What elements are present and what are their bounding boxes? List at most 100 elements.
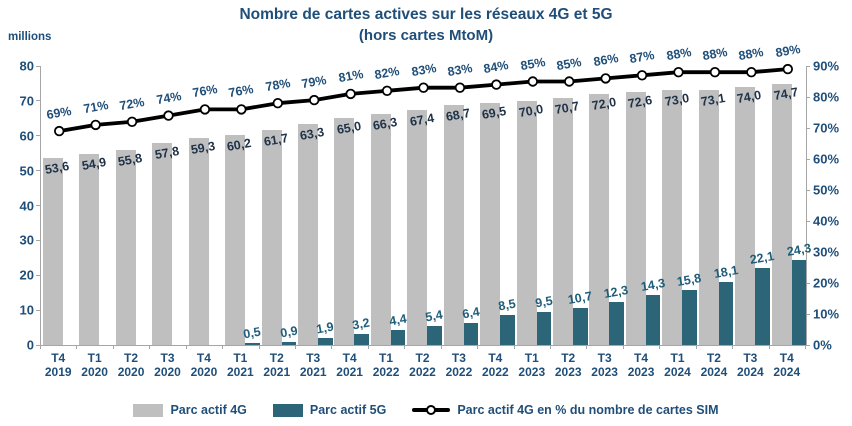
y-axis-tick-left	[36, 170, 40, 172]
bar-4g	[298, 124, 318, 345]
y-axis-tick-right	[806, 127, 810, 129]
x-axis-tick	[513, 345, 515, 349]
bar-5g	[427, 326, 442, 345]
bar-4g	[43, 158, 63, 345]
bar-5g	[609, 302, 624, 345]
y-axis-label-left: 50	[19, 163, 34, 179]
x-axis-tick	[477, 345, 479, 349]
y-axis-label-right: 60%	[813, 151, 840, 167]
legend-line-marker-icon	[412, 404, 451, 416]
bar-4g	[407, 109, 428, 345]
x-axis-tick	[185, 345, 187, 349]
line-marker	[600, 73, 611, 84]
line-marker	[381, 85, 393, 97]
legend-label-4g: Parc actif 4G	[170, 403, 247, 417]
bar-4g	[188, 138, 209, 345]
x-axis-label: T4 2022	[482, 351, 509, 379]
line-marker	[527, 76, 538, 87]
bar-5g	[645, 295, 661, 345]
y-axis-label-left: 20	[19, 267, 34, 283]
chart-subtitle: (hors cartes MtoM)	[358, 27, 494, 44]
y-axis-tick-right	[806, 344, 810, 346]
y-axis-label-right: 70%	[813, 120, 840, 136]
bar-4g	[261, 129, 282, 345]
line-marker	[491, 79, 502, 90]
x-axis-tick	[805, 345, 806, 349]
x-axis-tick	[732, 345, 734, 349]
bar-4g	[79, 153, 100, 345]
bar-4g	[480, 102, 501, 345]
y-axis-tick-left	[36, 309, 40, 311]
line-marker	[418, 82, 429, 93]
x-axis-tick	[768, 345, 770, 349]
y-axis-label-right: 40%	[813, 213, 840, 229]
bar-5g	[573, 307, 588, 345]
y-axis-label-right: 30%	[813, 244, 840, 260]
legend-item-line: Parc actif 4G en % du nombre de cartes S…	[412, 403, 719, 417]
bar-4g	[553, 98, 573, 345]
line-marker	[90, 119, 101, 131]
y-axis-unit-label: millions	[8, 31, 52, 43]
bar-5g	[682, 289, 697, 345]
x-axis-label: T4 2019	[44, 351, 72, 379]
line-marker	[309, 94, 320, 106]
line-marker	[709, 66, 721, 78]
y-axis-label-left: 0	[26, 337, 34, 353]
y-axis-tick-right	[806, 65, 810, 67]
x-axis-tick	[440, 345, 442, 349]
x-axis-label: T2 2023	[554, 351, 582, 379]
x-axis-label: T2 2024	[700, 351, 728, 379]
y-axis-label-left: 80	[19, 58, 34, 74]
bar-4g	[589, 93, 610, 345]
x-axis-label: T4 2024	[773, 351, 801, 379]
x-axis-label: T1 2023	[518, 351, 546, 379]
line-marker	[636, 70, 648, 81]
line-marker	[272, 98, 283, 109]
legend: Parc actif 4G Parc actif 5G Parc actif 4…	[0, 399, 852, 421]
y-axis-tick-right	[806, 251, 810, 253]
x-axis-tick	[659, 345, 661, 349]
trend-line-4g-percent	[54, 63, 793, 137]
y-axis-tick-left	[36, 274, 40, 276]
legend-swatch-4g	[133, 403, 164, 417]
x-axis-tick	[295, 345, 296, 349]
y-axis-label-left: 60	[19, 128, 34, 144]
line-marker	[746, 66, 757, 78]
line-marker	[54, 125, 65, 137]
y-axis-label-right: 10%	[813, 306, 840, 322]
bar-4g	[370, 113, 391, 345]
bar-5g	[318, 338, 333, 345]
x-axis-tick	[622, 345, 624, 349]
bar-5g	[354, 333, 369, 345]
x-axis-label: T4 2020	[190, 351, 218, 379]
y-axis-tick-right	[806, 220, 810, 222]
y-axis-tick-left	[36, 100, 40, 102]
x-axis-label: T3 2023	[591, 351, 618, 379]
x-axis-label: T2 2020	[117, 351, 145, 379]
x-axis-tick	[404, 345, 406, 349]
line-marker	[454, 82, 466, 93]
bar-4g	[152, 143, 173, 345]
bar-4g	[771, 84, 792, 345]
bar-4g	[625, 91, 646, 345]
x-axis-tick	[586, 345, 588, 349]
x-axis-label: T3 2020	[154, 351, 181, 379]
x-axis-tick	[40, 345, 41, 349]
line-marker	[163, 110, 174, 121]
bar-5g	[463, 322, 479, 345]
line-marker	[126, 116, 138, 128]
line-marker	[782, 63, 793, 75]
y-axis-label-right: 0%	[813, 337, 832, 353]
line-marker	[199, 104, 211, 115]
y-axis-tick-left	[36, 135, 40, 137]
legend-item-parc-4g: Parc actif 4G	[133, 403, 247, 417]
y-axis-label-left: 10	[19, 302, 34, 318]
legend-label-line: Parc actif 4G en % du nombre de cartes S…	[457, 403, 719, 417]
chart-title: Nombre de cartes actives sur les réseaux…	[239, 6, 613, 23]
bar-5g	[791, 260, 807, 345]
y-axis-label-right: 50%	[813, 182, 840, 198]
y-axis-tick-left	[36, 344, 40, 346]
bar-5g	[536, 311, 552, 345]
y-axis-label-right: 90%	[813, 58, 840, 74]
